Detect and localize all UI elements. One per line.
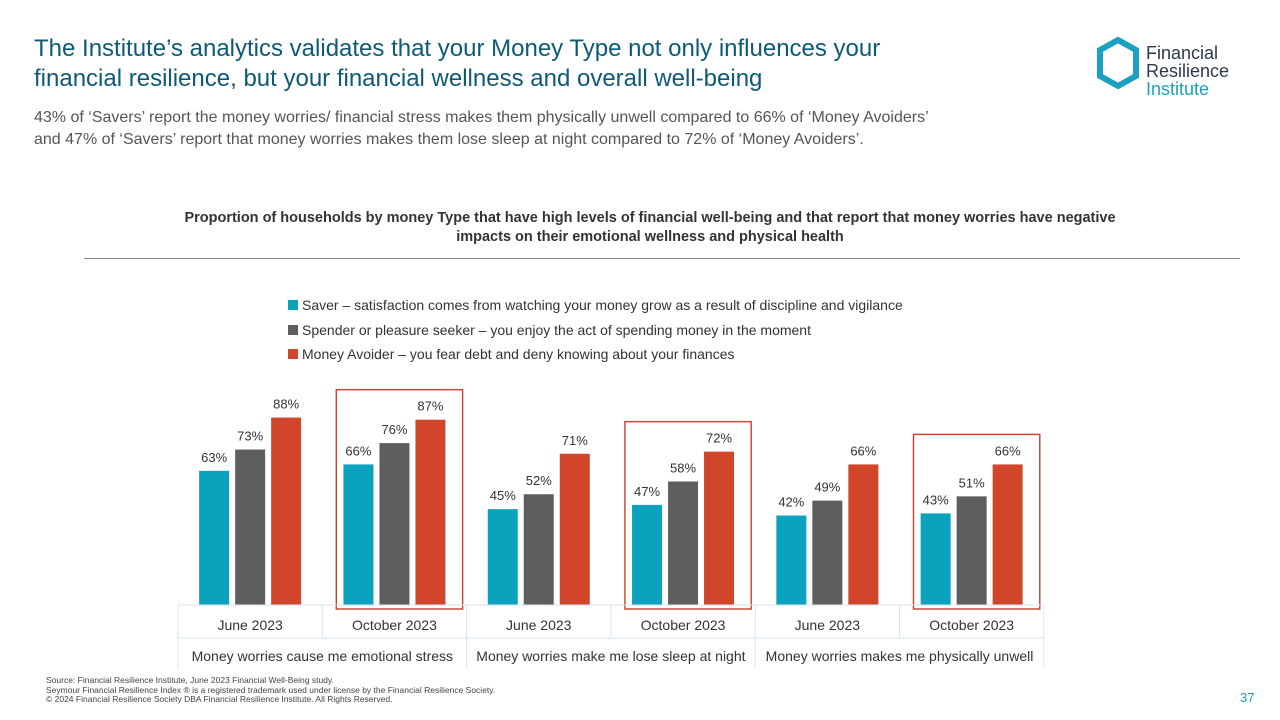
group-label: Money worries cause me emotional stress [192,648,453,664]
bar-value-label: 66% [850,443,876,458]
bar-value-label: 88% [273,397,299,412]
legend-label-money-avoider: Money Avoider – you fear debt and deny k… [302,346,735,363]
legend-swatch-money-avoider [288,349,298,360]
slide-title: The Institute’s analytics validates that… [34,34,1034,94]
logo-line-financial: Financial [1146,43,1219,63]
bar [379,443,410,605]
bar-value-label: 66% [995,443,1021,458]
category-tick-label: June 2023 [217,617,283,633]
bar-value-label: 45% [490,488,516,503]
bar-value-label: 43% [923,492,949,507]
bar-value-label: 66% [345,443,371,458]
hexagon-ring-icon [1097,36,1139,90]
bar [848,464,879,605]
slide-title-line-1: The Institute’s analytics validates that… [34,35,881,62]
group-label: Money worries make me lose sleep at nigh… [476,648,745,664]
bar-value-label: 73% [237,429,263,444]
legend-swatch-spender [288,324,298,335]
chart-legend: Saver – satisfaction comes from watching… [288,293,903,367]
highlight-frame [912,433,1041,610]
bar [992,464,1023,605]
bar-value-label: 52% [526,473,552,488]
bar [920,513,951,605]
bar-value-label: 49% [814,480,840,495]
bar [271,417,302,605]
group-label: Money worries makes me physically unwell [766,648,1034,664]
chart-title-line-1: Proportion of households by money Type t… [184,210,1116,226]
bar [523,494,554,605]
bar-value-label: 72% [706,431,732,446]
bar [776,515,807,605]
category-tick-label: October 2023 [352,617,437,633]
page-number: 37 [1240,690,1255,705]
category-tick-label: June 2023 [506,617,572,633]
bar-value-label: 51% [959,475,985,490]
legend-item-saver: Saver – satisfaction comes from watching… [288,293,903,318]
bar [343,464,374,605]
slide-subtitle: 43% of ‘Savers’ report the money worries… [34,107,1114,151]
legend-label-saver: Saver – satisfaction comes from watching… [302,297,903,314]
chart-title-line-2: impacts on their emotional wellness and … [456,229,844,245]
bar-value-label: 76% [381,422,407,437]
bar-value-label: 63% [201,450,227,465]
bar-value-label: 42% [778,495,804,510]
bar [632,504,663,605]
bar [812,500,843,605]
slide-subtitle-line-2: and 47% of ‘Savers’ report that money wo… [34,131,864,148]
bar [199,470,230,605]
chart-title-divider [84,258,1240,259]
bar-value-label: 87% [417,399,443,414]
category-tick-label: June 2023 [795,617,861,633]
legend-swatch-saver [288,300,298,311]
footer-notes: Source: Financial Resilience Institute, … [46,675,496,705]
bar-value-label: 47% [634,484,660,499]
footer-trademark: Seymour Financial Resilience Index ® is … [46,684,496,695]
highlight-frame [335,388,464,610]
footer-source: Source: Financial Resilience Institute, … [46,675,334,685]
legend-item-spender: Spender or pleasure seeker – you enjoy t… [288,318,903,343]
bar [956,496,987,605]
logo-line-institute: Institute [1146,79,1210,99]
logo-line-resilience: Resilience [1146,61,1230,81]
bar [559,453,590,605]
legend-label-spender: Spender or pleasure seeker – you enjoy t… [302,321,811,338]
legend-item-money-avoider: Money Avoider – you fear debt and deny k… [288,342,903,367]
footer-copyright: © 2024 Financial Resilience Society DBA … [46,694,393,704]
bar [487,509,518,605]
bar [668,481,699,605]
bar [704,451,735,605]
slide-subtitle-line-1: 43% of ‘Savers’ report the money worries… [34,109,929,126]
bar [415,419,446,605]
chart-title: Proportion of households by money Type t… [100,209,1200,247]
slide-title-line-2: financial resilience, but your financial… [34,65,763,92]
category-tick-label: October 2023 [929,617,1014,633]
highlight-frame [624,420,752,610]
bar [235,449,266,605]
bar-value-label: 58% [670,460,696,475]
category-tick-label: October 2023 [641,617,726,633]
bar-value-label: 71% [562,433,588,448]
logo-wordmark: Financial Resilience Institute [1146,44,1229,98]
institute-logo: Financial Resilience Institute [1094,36,1264,100]
